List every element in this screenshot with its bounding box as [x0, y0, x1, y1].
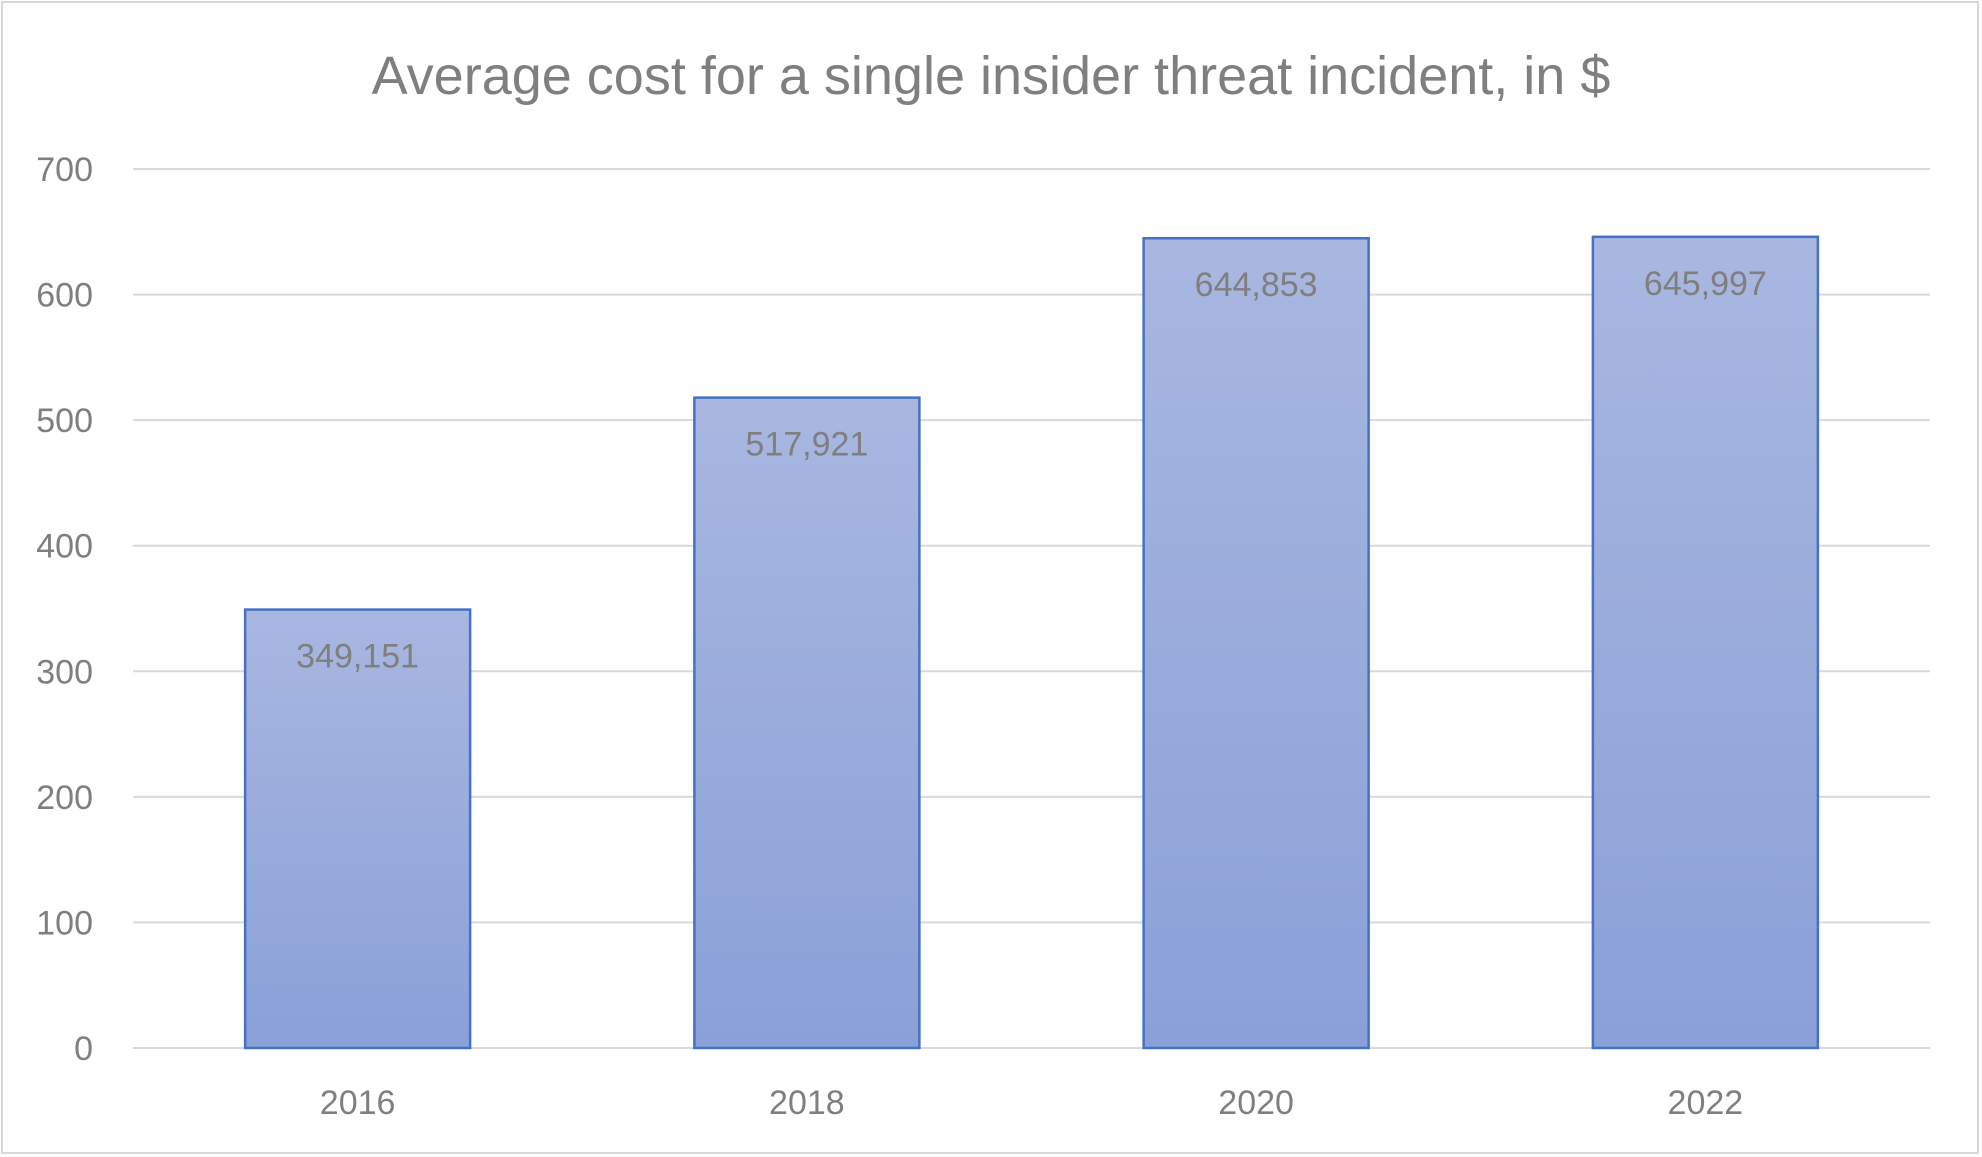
y-tick-label: 700: [36, 151, 93, 189]
chart-title: Average cost for a single insider threat…: [372, 46, 1611, 106]
y-tick-label: 300: [36, 653, 93, 691]
y-tick-label: 100: [36, 904, 93, 942]
y-tick-label: 400: [36, 528, 93, 566]
data-label: 517,921: [745, 426, 868, 464]
bar-2016: [243, 608, 472, 1050]
x-tick-label: 2016: [320, 1084, 396, 1122]
y-tick-label: 200: [36, 779, 93, 817]
x-tick-label: 2022: [1668, 1084, 1744, 1122]
y-tick-label: 600: [36, 277, 93, 315]
data-label: 349,151: [296, 638, 419, 676]
data-label: 645,997: [1644, 265, 1767, 303]
bar-2020: [1142, 236, 1370, 1050]
x-tick-label: 2020: [1218, 1084, 1294, 1122]
y-tick-label: 500: [36, 402, 93, 440]
bar-2018: [693, 396, 921, 1050]
bar-2022: [1591, 235, 1820, 1050]
y-tick-label: 0: [74, 1030, 93, 1068]
data-label: 644,853: [1195, 266, 1318, 304]
x-tick-label: 2018: [769, 1084, 845, 1122]
